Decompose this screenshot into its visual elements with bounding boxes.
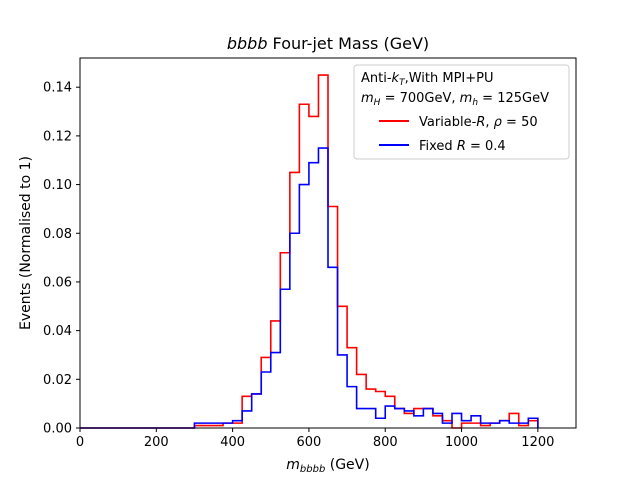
legend-label-fr-a: Fixed [419, 139, 457, 154]
legend-h2-v2: = 125GeV [478, 91, 549, 106]
chart-title-italic: bbbb [227, 34, 268, 53]
x-axis-title-subscript: bbbb [300, 464, 325, 475]
x-axis-title-rest: (GeV) [325, 457, 369, 473]
legend: Anti-kT,With MPI+PU mH = 700GeV, mh = 12… [353, 64, 570, 160]
x-tick-label: 0 [76, 435, 84, 450]
chart-title: bbbb Four-jet Mass (GeV) [227, 34, 429, 53]
y-tick-label: 0.08 [43, 227, 72, 242]
y-tick-label: 0.06 [43, 275, 72, 290]
ticks-layer: 0 200 400 600 800 1000 1200 0.00 0.02 0.04 0.06 0.0… [43, 81, 554, 450]
legend-h2-m1: m [361, 91, 374, 106]
legend-label-vr-a: Variable- [419, 115, 477, 130]
y-tick-label: 0.02 [43, 373, 72, 388]
y-tick-label: 0.04 [43, 324, 72, 339]
legend-header-1-a: Anti- [361, 71, 392, 86]
plot-frame [79, 57, 577, 429]
x-axis-title: mbbbb (GeV) [286, 457, 369, 475]
legend-label-vr-r: R [476, 115, 485, 130]
chart-title-rest: Four-jet Mass (GeV) [267, 34, 429, 53]
legend-h2-sub2: h [472, 98, 478, 108]
y-tick-label: 0.10 [43, 178, 72, 193]
legend-h2-sub1: H [374, 98, 381, 108]
legend-label-vr-c: = 50 [502, 115, 538, 130]
legend-header-1-b: ,With MPI+PU [405, 71, 494, 86]
x-tick-label: 200 [144, 435, 169, 450]
legend-header-line-2: mH = 700GeV, mh = 125GeV [361, 91, 549, 108]
x-tick-label: 400 [220, 435, 245, 450]
y-tick-label: 0.00 [43, 422, 72, 437]
legend-label-variable-r: Variable-R, ρ = 50 [419, 115, 538, 130]
legend-label-fixed-r: Fixed R = 0.4 [419, 139, 506, 154]
legend-label-fr-r: R [457, 139, 466, 154]
legend-header-1-k: k [392, 71, 400, 86]
legend-label-vr-rho: ρ [494, 115, 503, 130]
legend-label-fr-b: = 0.4 [466, 139, 506, 154]
legend-header-line-1: Anti-kT,With MPI+PU [361, 71, 494, 88]
series-layer [80, 74, 539, 429]
legend-box [353, 64, 570, 160]
y-tick-label: 0.14 [43, 81, 72, 96]
x-axis-title-symbol: m [286, 457, 300, 473]
x-tick-label: 800 [373, 435, 398, 450]
series-line-fixed-r [80, 147, 539, 429]
legend-header-1-sub: T [399, 78, 406, 88]
x-tick-label: 1000 [445, 435, 478, 450]
legend-label-vr-b: , [485, 115, 493, 130]
x-tick-label: 1200 [521, 435, 554, 450]
legend-h2-v1: = 700GeV, [380, 91, 459, 106]
x-tick-label: 600 [297, 435, 322, 450]
y-tick-label: 0.12 [43, 129, 72, 144]
y-axis-title: Events (Normalised to 1) [18, 156, 34, 330]
legend-h2-m2: m [460, 91, 473, 106]
